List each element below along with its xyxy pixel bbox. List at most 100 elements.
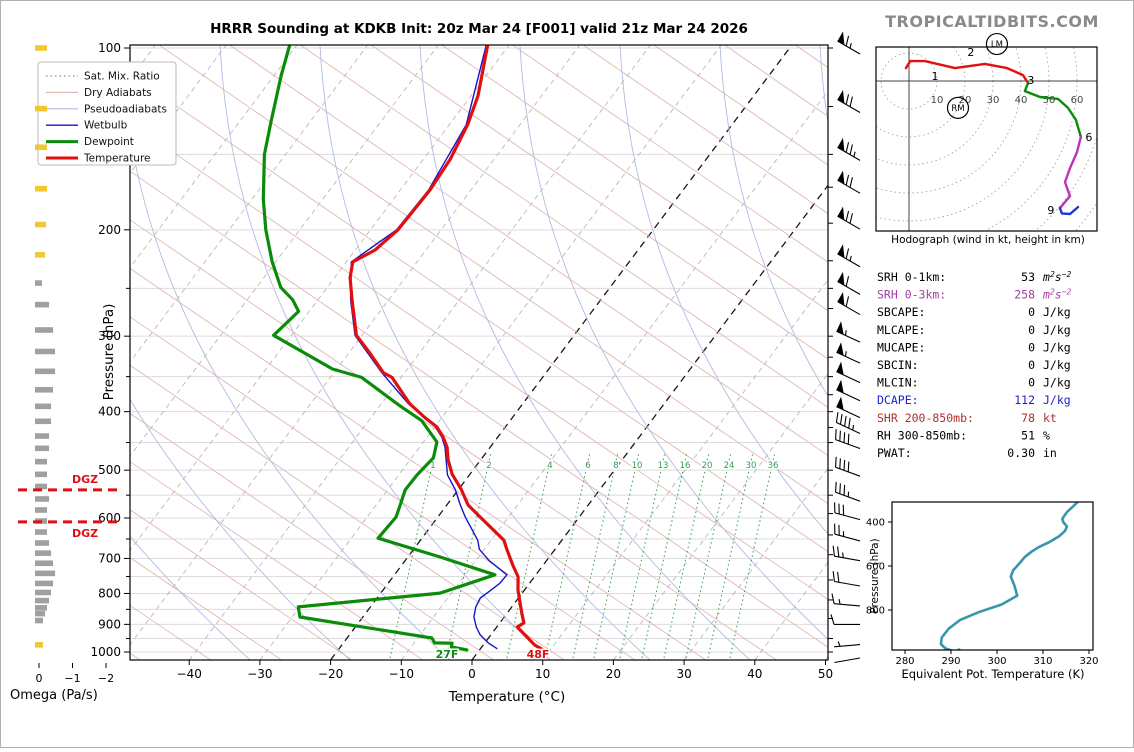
omega-tick-label: −1: [64, 672, 80, 685]
stat-value: 53: [1021, 270, 1035, 284]
omega-bar: [35, 507, 47, 513]
omega-bar: [35, 45, 47, 51]
stat-value: 0: [1028, 376, 1035, 390]
hodograph-height-label: 2: [967, 46, 974, 59]
mixing-ratio-label: 4: [547, 461, 552, 471]
omega-bar: [35, 419, 51, 425]
stat-label: MLCAPE:: [877, 323, 925, 337]
stat-label: DCAPE:: [877, 393, 919, 407]
stat-label: SRH 0-3km:: [877, 288, 946, 302]
stat-unit: J/kg: [1043, 340, 1071, 354]
omega-bar: [35, 459, 47, 465]
stat-value: 78: [1021, 411, 1035, 425]
temperature-tick-label: −20: [318, 667, 343, 681]
surface-temperature-label: 48F: [527, 648, 550, 661]
stat-unit: J/kg: [1043, 393, 1071, 407]
omega-bar: [35, 550, 51, 556]
storm-motion-label: LM: [991, 40, 1003, 50]
legend-label: Temperature: [83, 153, 151, 165]
mixing-ratio-label: 8: [613, 461, 618, 471]
omega-xlabel: Omega (Pa/s): [10, 688, 98, 703]
stat-unit: %: [1043, 428, 1050, 442]
dgz-label: DGZ: [72, 527, 98, 540]
omega-tick-label: 0: [36, 672, 43, 685]
omega-bar: [35, 404, 51, 410]
barb-half-feather: [845, 351, 846, 356]
skewt-xlabel: Temperature (°C): [448, 689, 566, 705]
skewt-ylabel: Pressure (hPa): [101, 304, 117, 401]
barb-feather: [848, 461, 849, 471]
stat-value: 0: [1028, 305, 1035, 319]
barb-feather: [840, 458, 841, 468]
legend-label: Sat. Mix. Ratio: [84, 71, 160, 83]
mixing-ratio-label: 20: [702, 461, 713, 471]
mixing-ratio-label: 16: [680, 461, 691, 471]
omega-tick-label: −2: [98, 672, 114, 685]
stat-value: 112: [1014, 393, 1035, 407]
hodograph-height-label: 9: [1047, 204, 1054, 217]
mixing-ratio-label: 6: [585, 461, 590, 471]
theta-e-x-tick-label: 280: [895, 656, 914, 667]
barb-half-feather: [845, 330, 846, 335]
omega-bar: [35, 387, 53, 393]
barb-feather: [840, 431, 841, 441]
hodograph-ring-label: 40: [1015, 95, 1028, 106]
stat-label: SBCIN:: [877, 358, 919, 372]
temperature-tick-label: 0: [468, 667, 476, 681]
pressure-tick-label: 700: [98, 551, 121, 565]
pressure-tick-label: 500: [98, 463, 121, 477]
stat-label: PWAT:: [877, 446, 912, 460]
stat-unit: J/kg: [1043, 305, 1071, 319]
theta-e-y-tick-label: 400: [866, 518, 885, 529]
temperature-tick-label: −10: [389, 667, 414, 681]
stat-unit: J/kg: [1043, 323, 1071, 337]
hodograph-caption: Hodograph (wind in kt, height in km): [891, 234, 1085, 246]
omega-bar: [35, 590, 51, 596]
omega-bar: [35, 598, 49, 604]
barb-feather: [836, 482, 837, 492]
omega-bar: [35, 327, 53, 333]
mixing-ratio-label: 36: [768, 461, 779, 471]
legend-label: Dewpoint: [84, 136, 134, 148]
hodograph-ring-label: 10: [931, 95, 944, 106]
hodograph-height-label: 1: [932, 70, 939, 83]
omega-bar: [35, 560, 53, 566]
legend-label: Pseudoadiabats: [84, 103, 167, 115]
pressure-tick-label: 900: [98, 617, 121, 631]
stat-label: RH 300-850mb:: [877, 428, 967, 442]
barb-feather: [836, 429, 837, 439]
barb-feather: [848, 434, 849, 444]
barb-feather: [844, 485, 845, 495]
mixing-ratio-label: 10: [632, 461, 643, 471]
barb-feather: [844, 432, 845, 442]
theta-e-x-tick-label: 290: [941, 656, 960, 667]
legend-label: Dry Adiabats: [84, 87, 152, 99]
omega-bar: [35, 252, 45, 258]
omega-bar: [35, 529, 47, 535]
omega-bar: [35, 144, 47, 150]
hodograph-ring-label: 30: [987, 95, 1000, 106]
stat-label: MLCIN:: [877, 376, 919, 390]
stat-value: 0: [1028, 358, 1035, 372]
dgz-label: DGZ: [72, 473, 98, 486]
temperature-tick-label: −30: [247, 667, 272, 681]
stat-label: SBCAPE:: [877, 305, 925, 319]
omega-bar: [35, 611, 45, 617]
stat-label: SHR 200-850mb:: [877, 411, 974, 425]
omega-bar: [35, 642, 43, 648]
mixing-ratio-label: 13: [658, 461, 669, 471]
watermark-logo: TROPICALTIDBITS.COM: [885, 12, 1099, 31]
theta-e-x-tick-label: 310: [1033, 656, 1052, 667]
barb-feather: [840, 483, 841, 493]
omega-bar: [35, 106, 47, 112]
mixing-ratio-label: 24: [724, 461, 735, 471]
barb-half-feather: [843, 553, 844, 558]
omega-bar: [35, 571, 55, 577]
pressure-tick-label: 1000: [90, 645, 121, 659]
storm-motion-label: RM: [951, 104, 964, 114]
temperature-tick-label: 10: [535, 667, 550, 681]
pressure-tick-label: 100: [98, 41, 121, 55]
skewt-legend: Sat. Mix. Ratio Dry Adiabats Pseudoadiabat…: [38, 62, 176, 165]
stat-unit: J/kg: [1043, 376, 1071, 390]
theta-e-x-tick-label: 320: [1079, 656, 1098, 667]
